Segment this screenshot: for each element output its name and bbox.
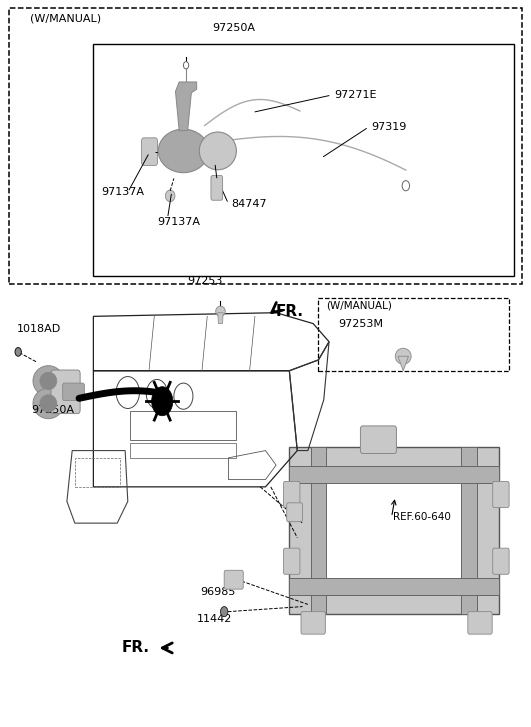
FancyBboxPatch shape xyxy=(361,426,397,454)
Ellipse shape xyxy=(40,372,57,390)
Circle shape xyxy=(220,606,228,616)
Text: FR.: FR. xyxy=(122,640,150,656)
Text: 96985: 96985 xyxy=(200,587,236,597)
Polygon shape xyxy=(398,356,408,371)
FancyBboxPatch shape xyxy=(51,370,80,414)
FancyBboxPatch shape xyxy=(287,503,303,522)
Bar xyxy=(289,447,499,614)
FancyBboxPatch shape xyxy=(301,611,326,634)
FancyBboxPatch shape xyxy=(142,138,158,166)
Text: FR.: FR. xyxy=(276,304,304,318)
Polygon shape xyxy=(175,82,196,131)
Ellipse shape xyxy=(33,366,64,396)
FancyBboxPatch shape xyxy=(224,570,243,589)
Text: 1018AD: 1018AD xyxy=(16,324,61,334)
Bar xyxy=(75,458,120,487)
Text: 84747: 84747 xyxy=(231,199,267,209)
Text: 97137A: 97137A xyxy=(101,188,144,197)
Text: (W/MANUAL): (W/MANUAL) xyxy=(327,300,392,310)
Bar xyxy=(289,466,499,483)
Circle shape xyxy=(15,348,21,356)
Text: 97250A: 97250A xyxy=(31,405,74,415)
Text: 97271E: 97271E xyxy=(335,90,377,100)
Polygon shape xyxy=(218,313,223,324)
FancyBboxPatch shape xyxy=(284,481,300,507)
Circle shape xyxy=(152,387,173,416)
Bar xyxy=(131,443,236,458)
Ellipse shape xyxy=(216,306,225,316)
Text: 97250A: 97250A xyxy=(212,23,255,33)
FancyBboxPatch shape xyxy=(493,548,509,574)
Ellipse shape xyxy=(40,395,57,412)
FancyBboxPatch shape xyxy=(211,175,222,200)
FancyBboxPatch shape xyxy=(493,481,509,507)
Bar xyxy=(289,577,499,595)
Bar xyxy=(311,447,327,614)
Ellipse shape xyxy=(199,132,236,170)
Circle shape xyxy=(183,62,189,69)
Text: 11442: 11442 xyxy=(196,614,232,624)
Text: 97253M: 97253M xyxy=(338,318,383,329)
Text: 97137A: 97137A xyxy=(157,217,200,227)
FancyBboxPatch shape xyxy=(63,383,84,401)
Bar xyxy=(461,447,477,614)
Bar xyxy=(131,411,236,440)
Ellipse shape xyxy=(33,388,64,419)
Circle shape xyxy=(402,180,409,190)
Text: 97319: 97319 xyxy=(371,122,407,132)
Bar xyxy=(319,475,469,586)
Text: 97253: 97253 xyxy=(187,276,222,286)
Ellipse shape xyxy=(165,190,175,201)
FancyBboxPatch shape xyxy=(284,548,300,574)
Ellipse shape xyxy=(158,129,209,173)
Text: REF.60-640: REF.60-640 xyxy=(392,513,450,522)
FancyBboxPatch shape xyxy=(468,611,492,634)
Text: (W/MANUAL): (W/MANUAL) xyxy=(30,14,101,24)
Ellipse shape xyxy=(395,348,411,364)
